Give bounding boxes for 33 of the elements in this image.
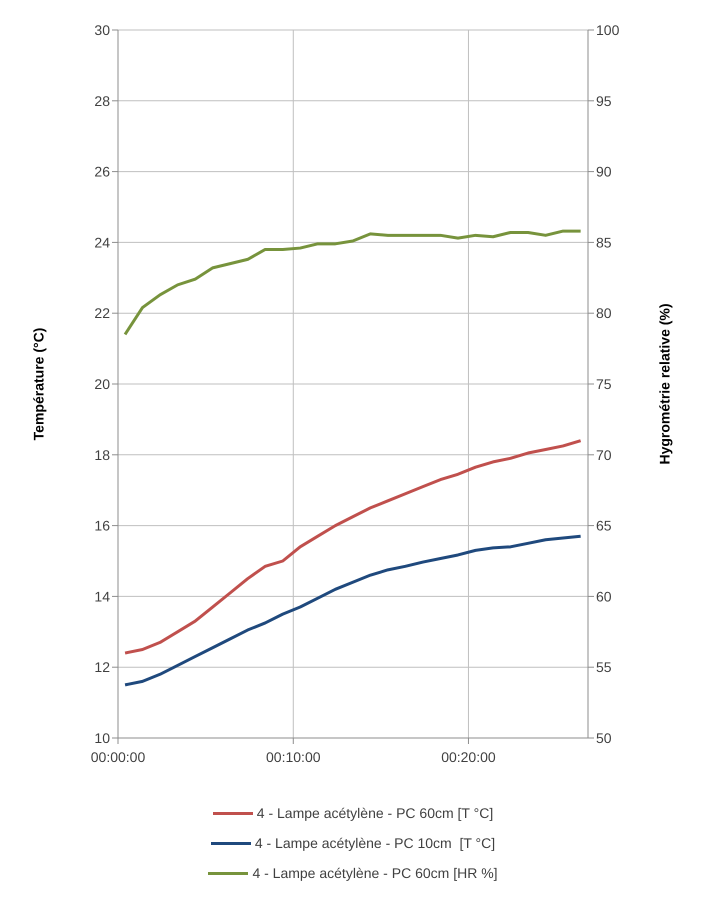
y-tick-label: 28 xyxy=(94,92,110,109)
x-tick-label: 00:10:00 xyxy=(266,748,321,765)
legend-label: 4 - Lampe acétylène - PC 10cm [T °C] xyxy=(254,835,496,851)
y2-axis-title: Hygrométrie relative (%) xyxy=(656,303,673,465)
line-series xyxy=(124,439,582,655)
y2-tick-label: 50 xyxy=(596,730,612,746)
y2-tick-label: 95 xyxy=(596,92,612,109)
y2-tick-label: 100 xyxy=(596,22,620,38)
y2-tick-label: 55 xyxy=(596,659,612,676)
x-tick-label: 00:00:00 xyxy=(90,748,146,765)
y2-tick-label: 90 xyxy=(596,164,612,180)
y-tick-label: 10 xyxy=(94,730,110,746)
y2-tick-label: 60 xyxy=(596,588,612,604)
y-tick-label: 26 xyxy=(94,164,110,180)
y-tick-label: 30 xyxy=(94,22,110,38)
x-tick-label: 00:20:00 xyxy=(441,748,496,765)
y-tick-label: 18 xyxy=(94,446,110,463)
y2-tick-label: 80 xyxy=(596,305,612,322)
y-tick-label: 24 xyxy=(94,234,110,250)
y-tick-label: 14 xyxy=(94,588,110,604)
legend-label: 4 - Lampe acétylène - PC 60cm [T °C] xyxy=(256,805,494,821)
y2-tick-label: 85 xyxy=(596,234,612,250)
y-tick-label: 20 xyxy=(94,376,110,392)
line-series xyxy=(124,230,582,336)
y2-tick-label: 70 xyxy=(596,446,612,463)
y-axis-title: Température (°C) xyxy=(30,328,47,440)
y2-tick-label: 75 xyxy=(596,376,612,392)
y-tick-label: 22 xyxy=(94,305,110,322)
y2-tick-label: 65 xyxy=(596,518,612,534)
line-series xyxy=(124,534,582,686)
legend-label: 4 - Lampe acétylène - PC 60cm [HR %] xyxy=(252,865,498,881)
y-tick-label: 16 xyxy=(94,518,110,534)
y-tick-label: 12 xyxy=(94,659,110,676)
